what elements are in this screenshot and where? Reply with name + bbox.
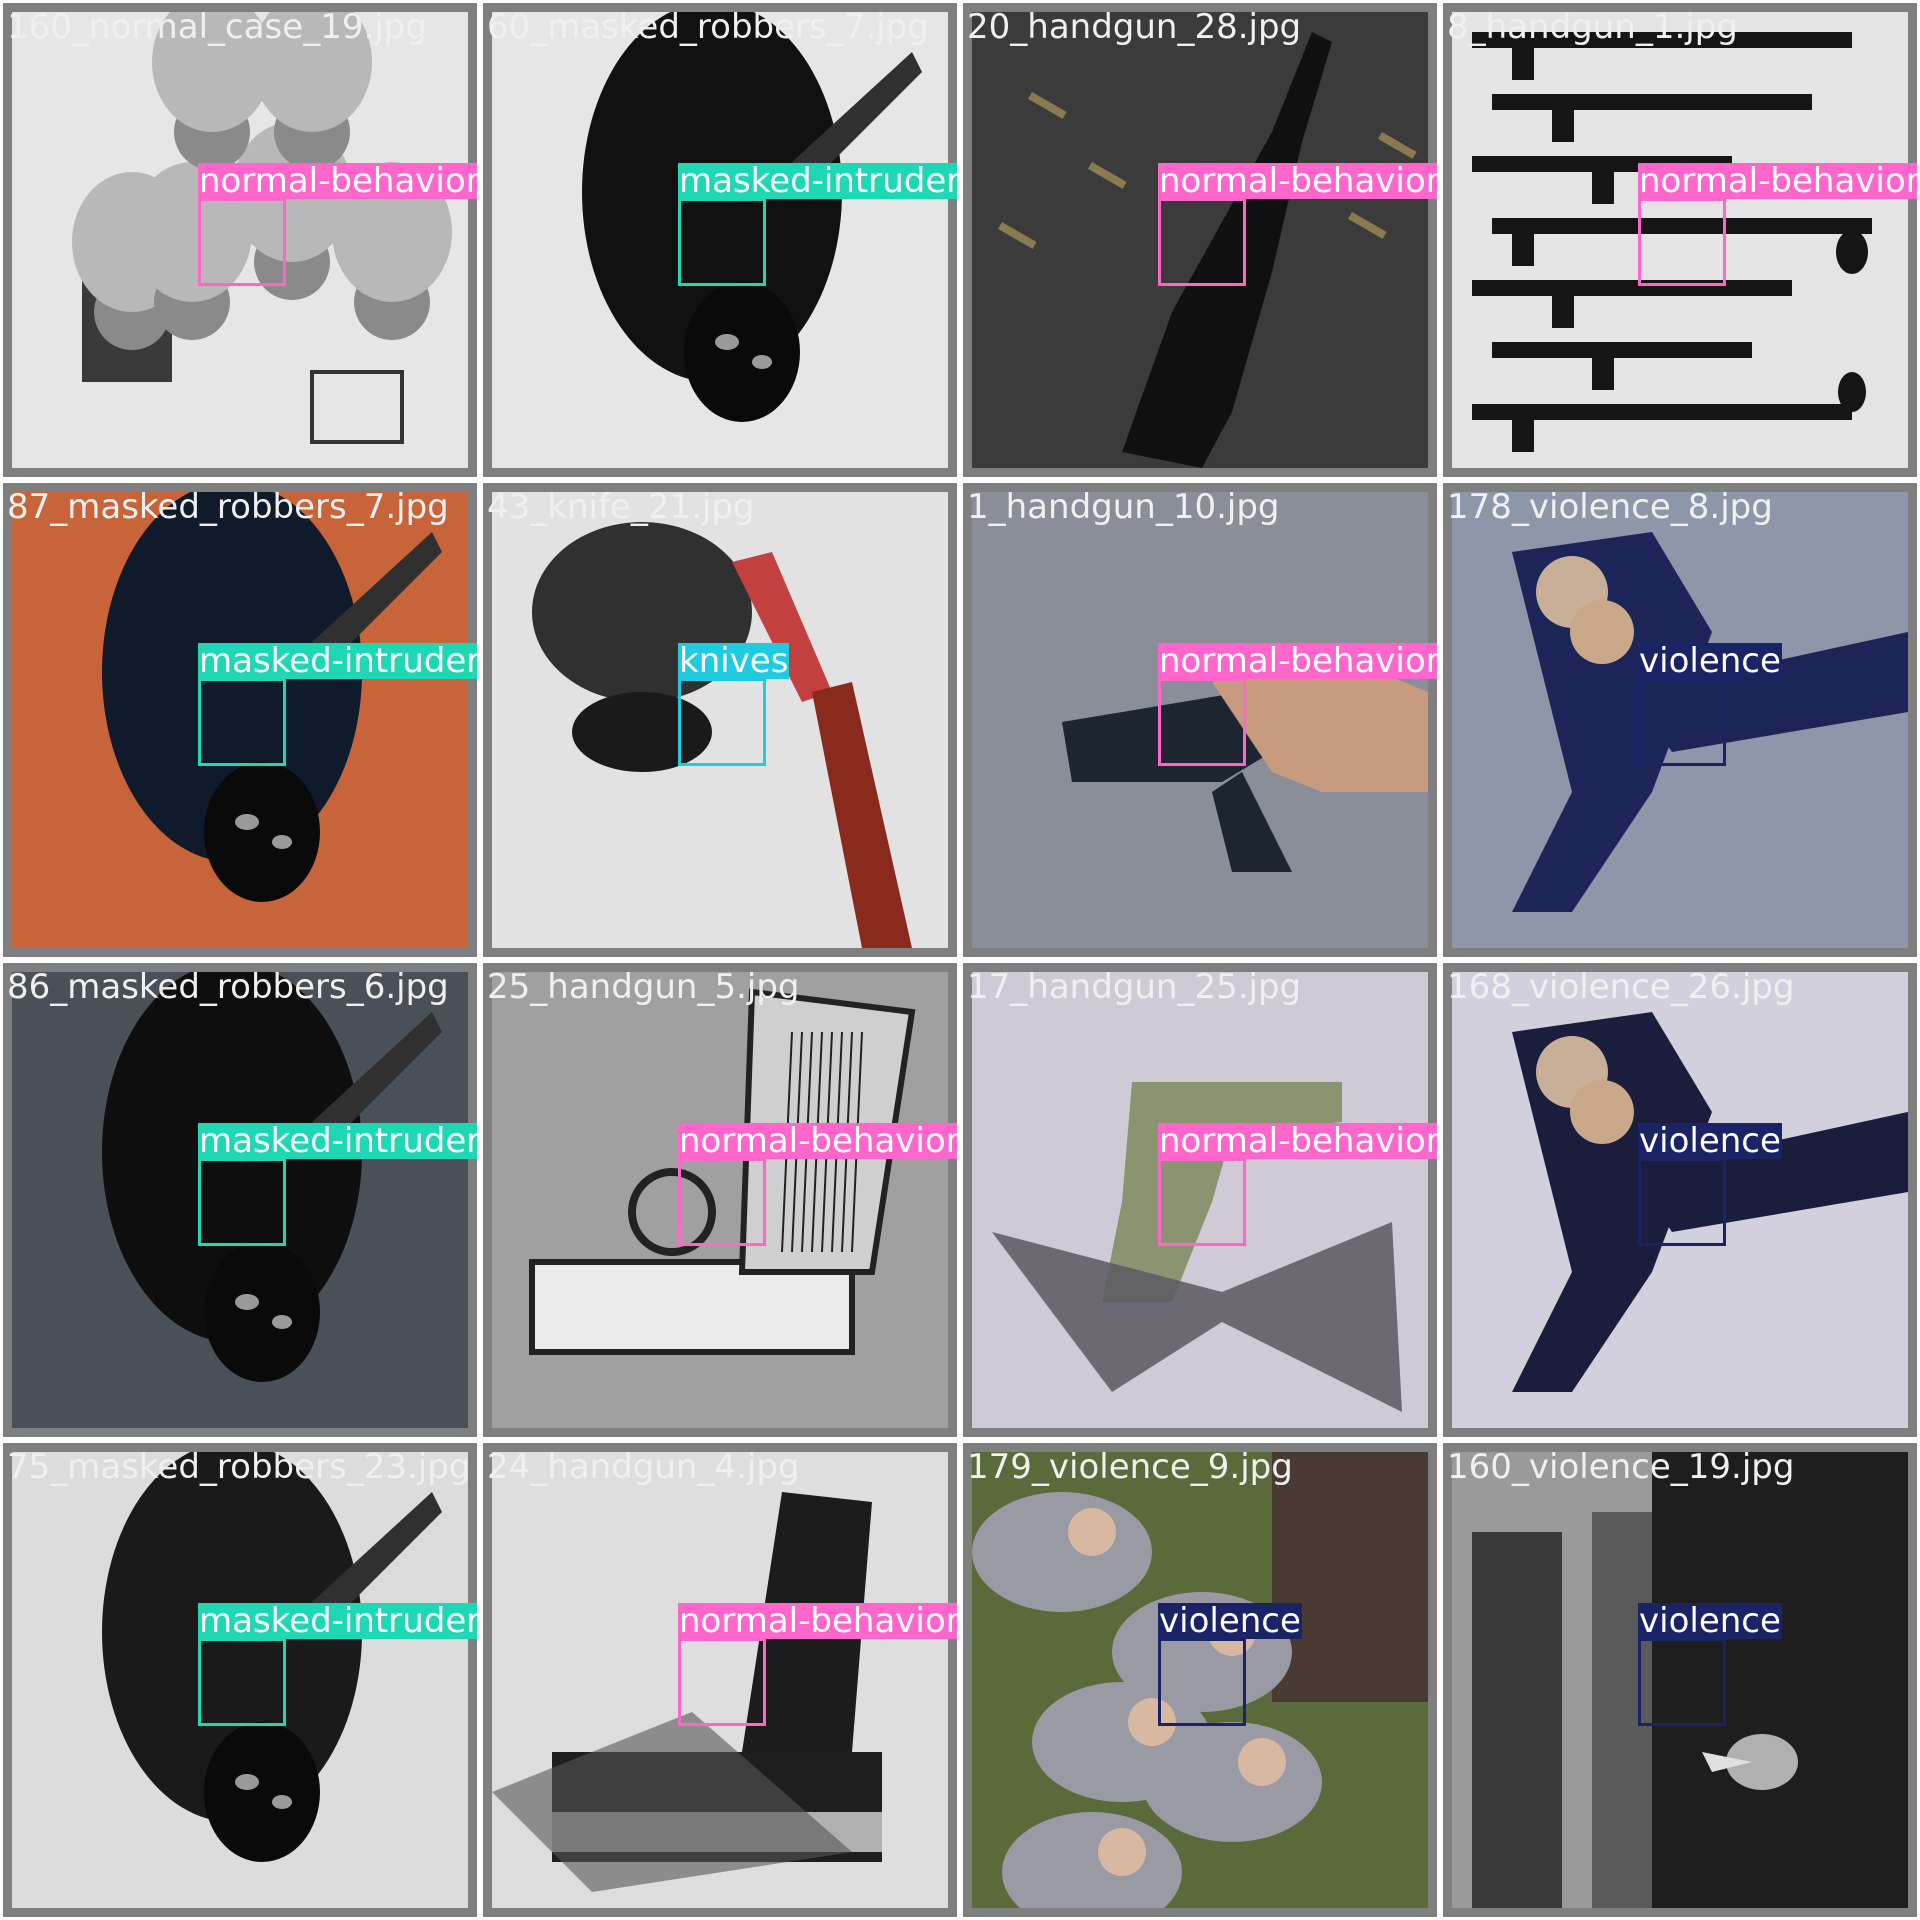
pistol-black-illustration [492,1452,948,1908]
class-label: violence [1638,1121,1782,1161]
image-tile: 160_violence_19.jpg violence [1440,1440,1920,1920]
class-label: violence [1158,1601,1302,1641]
tile-photo [972,12,1428,468]
filename-caption: 20_handgun_28.jpg [967,7,1302,47]
image-tile: 168_violence_26.jpg violence [1440,960,1920,1440]
knife-behind-back-illustration [1452,1452,1908,1908]
filename-caption: 17_handgun_25.jpg [967,967,1302,1007]
image-tile: 17_handgun_25.jpg normal-behavior [960,960,1440,1440]
fight-illustration [1452,492,1908,948]
tile-photo [1452,492,1908,948]
class-label: masked-intruders [198,1603,477,1639]
photo-canvas [492,1452,948,1908]
bounding-box [1638,678,1726,766]
bounding-box [678,678,766,766]
bounding-box [1158,678,1246,766]
photo-canvas [972,492,1428,948]
bounding-box [1638,198,1726,286]
fight-illustration [1452,972,1908,1428]
crowd-illustration [972,1452,1428,1908]
photo-canvas [1452,492,1908,948]
class-label: violence [1638,641,1782,681]
photo-canvas [1452,12,1908,468]
image-tile: 25_handgun_5.jpg normal-behavior [480,960,960,1440]
filename-caption: 24_handgun_4.jpg [487,1447,800,1487]
image-tile: 178_violence_8.jpg violence [1440,480,1920,960]
filename-caption: 179_violence_9.jpg [967,1447,1293,1487]
tile-photo [12,12,468,468]
tile-photo [972,492,1428,948]
image-tile: 160_normal_case_19.jpg normal-behavior [0,0,480,480]
filename-caption: 160_violence_19.jpg [1447,1447,1795,1487]
bounding-box [678,1158,766,1246]
bounding-box [1638,1638,1726,1726]
bounding-box [678,198,766,286]
filename-caption: 178_violence_8.jpg [1447,487,1773,527]
image-tile: 1_handgun_10.jpg normal-behavior [960,480,1440,960]
filename-caption: 25_handgun_5.jpg [487,967,800,1007]
filename-caption: 43_knife_21.jpg [487,487,755,527]
filename-caption: 86_masked_robbers_6.jpg [7,967,449,1007]
class-label: normal-behavior [1158,641,1440,681]
class-label: masked-intruders [678,163,957,199]
class-label: normal-behavior [678,1601,960,1641]
photo-canvas [972,12,1428,468]
photo-canvas [12,12,468,468]
tile-photo [1452,972,1908,1428]
photo-canvas [1452,1452,1908,1908]
bounding-box [678,1638,766,1726]
image-tile: 24_handgun_4.jpg normal-behavior [480,1440,960,1920]
image-tile: 75_masked_robbers_23.jpg masked-intruders [0,1440,480,1920]
filename-caption: 8_handgun_1.jpg [1447,7,1738,47]
class-label: masked-intruders [198,643,477,679]
class-label: knives [678,641,790,681]
filename-caption: 160_normal_case_19.jpg [7,7,427,47]
filename-caption: 168_violence_26.jpg [1447,967,1795,1007]
photo-canvas [972,1452,1428,1908]
image-tile: 8_handgun_1.jpg normal-behavior [1440,0,1920,480]
tile-photo [1452,1452,1908,1908]
class-label: normal-behavior [1158,1121,1440,1161]
image-tile: 60_masked_robbers_7.jpg masked-intruders [480,0,960,480]
class-label: normal-behavior [678,1121,960,1161]
image-tile: 20_handgun_28.jpg normal-behavior [960,0,1440,480]
class-label: normal-behavior [198,161,480,201]
bounding-box [198,678,286,766]
filename-caption: 60_masked_robbers_7.jpg [487,7,929,47]
filename-caption: 87_masked_robbers_7.jpg [7,487,449,527]
class-label: violence [1638,1601,1782,1641]
rifle-illustration [972,12,1428,468]
tile-photo [492,1452,948,1908]
bounding-box [1158,198,1246,286]
handgun-illustration [972,492,1428,948]
bounding-box [1158,1638,1246,1726]
bounding-box [198,1158,286,1246]
bounding-box [198,1638,286,1726]
tile-photo [972,1452,1428,1908]
image-tile: 179_violence_9.jpg violence [960,1440,1440,1920]
bounding-box [1638,1158,1726,1246]
tile-photo [1452,12,1908,468]
bounding-box [198,198,286,286]
photo-canvas [1452,972,1908,1428]
filename-caption: 75_masked_robbers_23.jpg [7,1447,471,1487]
bounding-box [1158,1158,1246,1246]
weapon-silhouettes-illustration [1452,12,1908,468]
class-label: normal-behavior [1158,161,1440,201]
image-tile: 87_masked_robbers_7.jpg masked-intruders [0,480,480,960]
image-tile: 86_masked_robbers_6.jpg masked-intruders [0,960,480,1440]
class-label: masked-intruders [198,1123,477,1159]
people-group-illustration [12,12,468,468]
class-label: normal-behavior [1638,161,1920,201]
filename-caption: 1_handgun_10.jpg [967,487,1280,527]
